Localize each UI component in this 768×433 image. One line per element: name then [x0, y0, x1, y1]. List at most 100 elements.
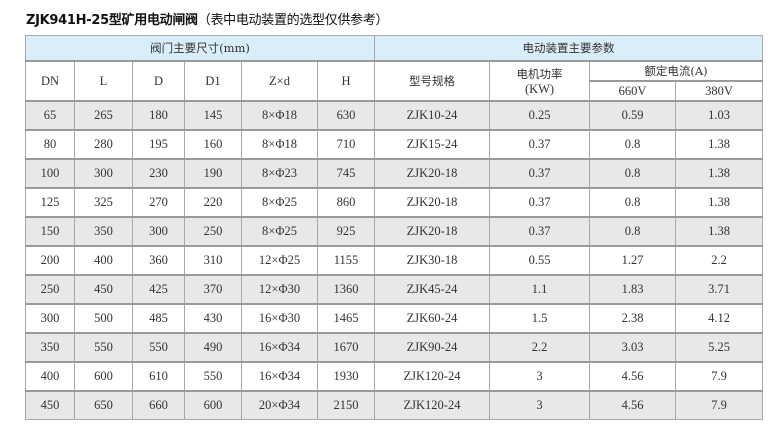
table-cell: 1930 — [316, 361, 376, 392]
table-cell: 12×Φ25 — [241, 245, 318, 276]
table-cell: 0.8 — [589, 216, 677, 247]
table-cell: 65 — [25, 100, 75, 131]
table-cell: 500 — [74, 303, 133, 334]
table-cell: 450 — [25, 390, 75, 420]
table-cell: 1.38 — [675, 129, 764, 160]
table-cell: 3 — [489, 390, 591, 420]
table-cell: 145 — [184, 100, 242, 131]
actuator-params-header: 电动装置主要参数 — [374, 35, 764, 62]
table-row: 150 350 300 250 8×Φ25 925 ZJK20-18 0.37 0.8 1.38 — [25, 216, 764, 247]
table-cell: ZJK30-18 — [374, 245, 491, 276]
table-cell: 610 — [132, 361, 185, 392]
table-cell: ZJK10-24 — [374, 100, 491, 131]
table-cell: 7.9 — [675, 390, 764, 420]
col-header-d: D — [132, 60, 185, 102]
table-cell: ZJK120-24 — [374, 390, 491, 420]
table-cell: 8×Φ25 — [241, 187, 318, 218]
table-cell: 1360 — [316, 274, 376, 305]
table-cell: 5.25 — [675, 332, 764, 363]
table-cell: 200 — [25, 245, 75, 276]
power-label: 电机功率 — [516, 66, 563, 81]
table-row: 450 650 660 600 20×Φ34 2150 ZJK120-24 3 4.56 7.9 — [25, 390, 764, 420]
table-cell: 3 — [489, 361, 591, 392]
table-cell: 250 — [25, 274, 75, 305]
col-header-model: 型号规格 — [374, 60, 491, 102]
table-cell: 20×Φ34 — [241, 390, 318, 420]
table-cell: 0.37 — [489, 129, 591, 160]
table-cell: 100 — [25, 158, 75, 189]
col-header-current: 额定电流(A) — [589, 60, 764, 82]
table-cell: 195 — [132, 129, 185, 160]
col-header-h: H — [316, 60, 376, 102]
table-cell: 230 — [132, 158, 185, 189]
table-cell: 280 — [74, 129, 133, 160]
table-cell: 350 — [25, 332, 75, 363]
table-cell: 0.8 — [589, 158, 677, 189]
table-cell: 270 — [132, 187, 185, 218]
table-cell: ZJK20-18 — [374, 158, 491, 189]
table-cell: 300 — [25, 303, 75, 334]
table-cell: 0.8 — [589, 187, 677, 218]
table-cell: 550 — [132, 332, 185, 363]
col-header-d1: D1 — [184, 60, 242, 102]
table-cell: 16×Φ34 — [241, 361, 318, 392]
title-text: ZJK941H-25型矿用电动闸阀 — [26, 13, 198, 28]
table-cell: 400 — [25, 361, 75, 392]
table-cell: ZJK15-24 — [374, 129, 491, 160]
table-cell: 190 — [184, 158, 242, 189]
table-cell: 125 — [25, 187, 75, 218]
table-cell: 1.38 — [675, 158, 764, 189]
table-cell: 8×Φ25 — [241, 216, 318, 247]
table-cell: 16×Φ30 — [241, 303, 318, 334]
table-cell: 600 — [184, 390, 242, 420]
table-cell: 1465 — [316, 303, 376, 334]
table-cell: 3.03 — [589, 332, 677, 363]
table-cell: 4.56 — [589, 361, 677, 392]
table-cell: 600 — [74, 361, 133, 392]
table-cell: 630 — [316, 100, 376, 131]
table-cell: ZJK20-18 — [374, 187, 491, 218]
table-row: 400 600 610 550 16×Φ34 1930 ZJK120-24 3 4.56 7.9 — [25, 361, 764, 392]
valve-dimensions-header: 阀门主要尺寸(mm) — [24, 35, 376, 62]
table-cell: 250 — [184, 216, 242, 247]
table-cell: 1.03 — [675, 100, 764, 131]
table-cell: 2150 — [316, 390, 376, 420]
table-cell: 860 — [316, 187, 376, 218]
table-cell: 710 — [316, 129, 376, 160]
table-cell: 485 — [132, 303, 185, 334]
table-cell: 8×Φ18 — [241, 100, 318, 131]
table-cell: 4.56 — [589, 390, 677, 420]
table-cell: 310 — [184, 245, 242, 276]
col-header-l: L — [74, 60, 133, 102]
table-cell: 3.71 — [675, 274, 764, 305]
table-cell: 150 — [25, 216, 75, 247]
table-cell: 360 — [132, 245, 185, 276]
table-cell: 2.2 — [489, 332, 591, 363]
table-cell: 16×Φ34 — [241, 332, 318, 363]
table-cell: 1.27 — [589, 245, 677, 276]
table-cell: 425 — [132, 274, 185, 305]
table-row: 250 450 425 370 12×Φ30 1360 ZJK45-24 1.1 1.83 3.7… — [25, 274, 764, 305]
table-cell: 4.12 — [675, 303, 764, 334]
table-row: 125 325 270 220 8×Φ25 860 ZJK20-18 0.37 0.8 1.38 — [25, 187, 764, 218]
table-cell: 1155 — [316, 245, 376, 276]
table-cell: 300 — [132, 216, 185, 247]
table-cell: 2.2 — [675, 245, 764, 276]
table-cell: 550 — [74, 332, 133, 363]
table-cell: 12×Φ30 — [241, 274, 318, 305]
table-row: 200 400 360 310 12×Φ25 1155 ZJK30-18 0.55 1.27 2.… — [25, 245, 764, 276]
table-row: 80 280 195 160 8×Φ18 710 ZJK15-24 0.37 0.8 1.38 — [25, 129, 764, 160]
table-cell: 0.8 — [589, 129, 677, 160]
table-cell: 490 — [184, 332, 242, 363]
page-title: ZJK941H-25型矿用电动闸阀（表中电动装置的选型仅供参考） — [26, 9, 389, 28]
table-row: 65 265 180 145 8×Φ18 630 ZJK10-24 0.25 0.59 1.03 — [25, 100, 764, 131]
table-cell: 160 — [184, 129, 242, 160]
table-cell: ZJK45-24 — [374, 274, 491, 305]
table-cell: 550 — [184, 361, 242, 392]
valve-spec-table: 阀门主要尺寸(mm) 电动装置主要参数 DN L D D1 Z×d H 型号规格… — [24, 35, 764, 420]
table-cell: 80 — [25, 129, 75, 160]
subtitle-text: （表中电动装置的选型仅供参考） — [197, 13, 389, 28]
table-cell: 1.1 — [489, 274, 591, 305]
table-cell: 180 — [132, 100, 185, 131]
table-cell: 8×Φ18 — [241, 129, 318, 160]
